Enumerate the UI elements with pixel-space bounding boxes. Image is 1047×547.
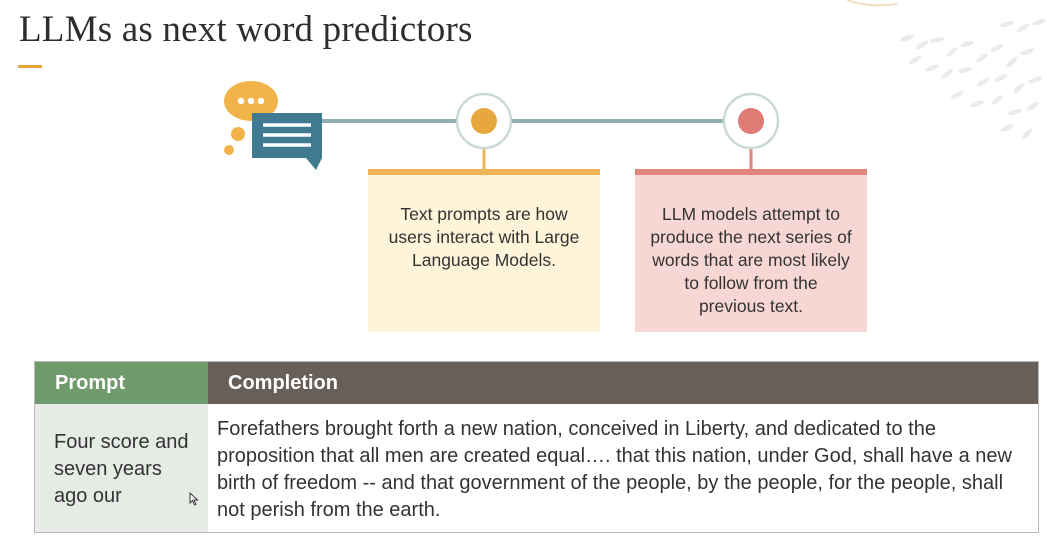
header-prompt: Prompt xyxy=(35,362,208,404)
title-accent-bar xyxy=(18,65,42,68)
header-completion: Completion xyxy=(208,362,1038,404)
prompt-explanation-box: Text prompts are how users interact with… xyxy=(368,169,600,332)
prompt-completion-table: Prompt Completion Four score and seven y… xyxy=(34,361,1039,533)
cell-completion: Forefathers brought forth a new nation, … xyxy=(208,404,1038,532)
mouse-cursor-icon xyxy=(189,492,199,506)
slide-title: LLMs as next word predictors xyxy=(19,9,473,50)
model-explanation-box: LLM models attempt to produce the next s… xyxy=(635,169,867,332)
chat-bubbles-icon xyxy=(224,81,322,170)
node-yellow xyxy=(455,92,513,170)
node-pink xyxy=(722,92,780,170)
decorative-pattern-icon xyxy=(846,0,1046,140)
cell-prompt: Four score and seven years ago our xyxy=(35,404,208,532)
